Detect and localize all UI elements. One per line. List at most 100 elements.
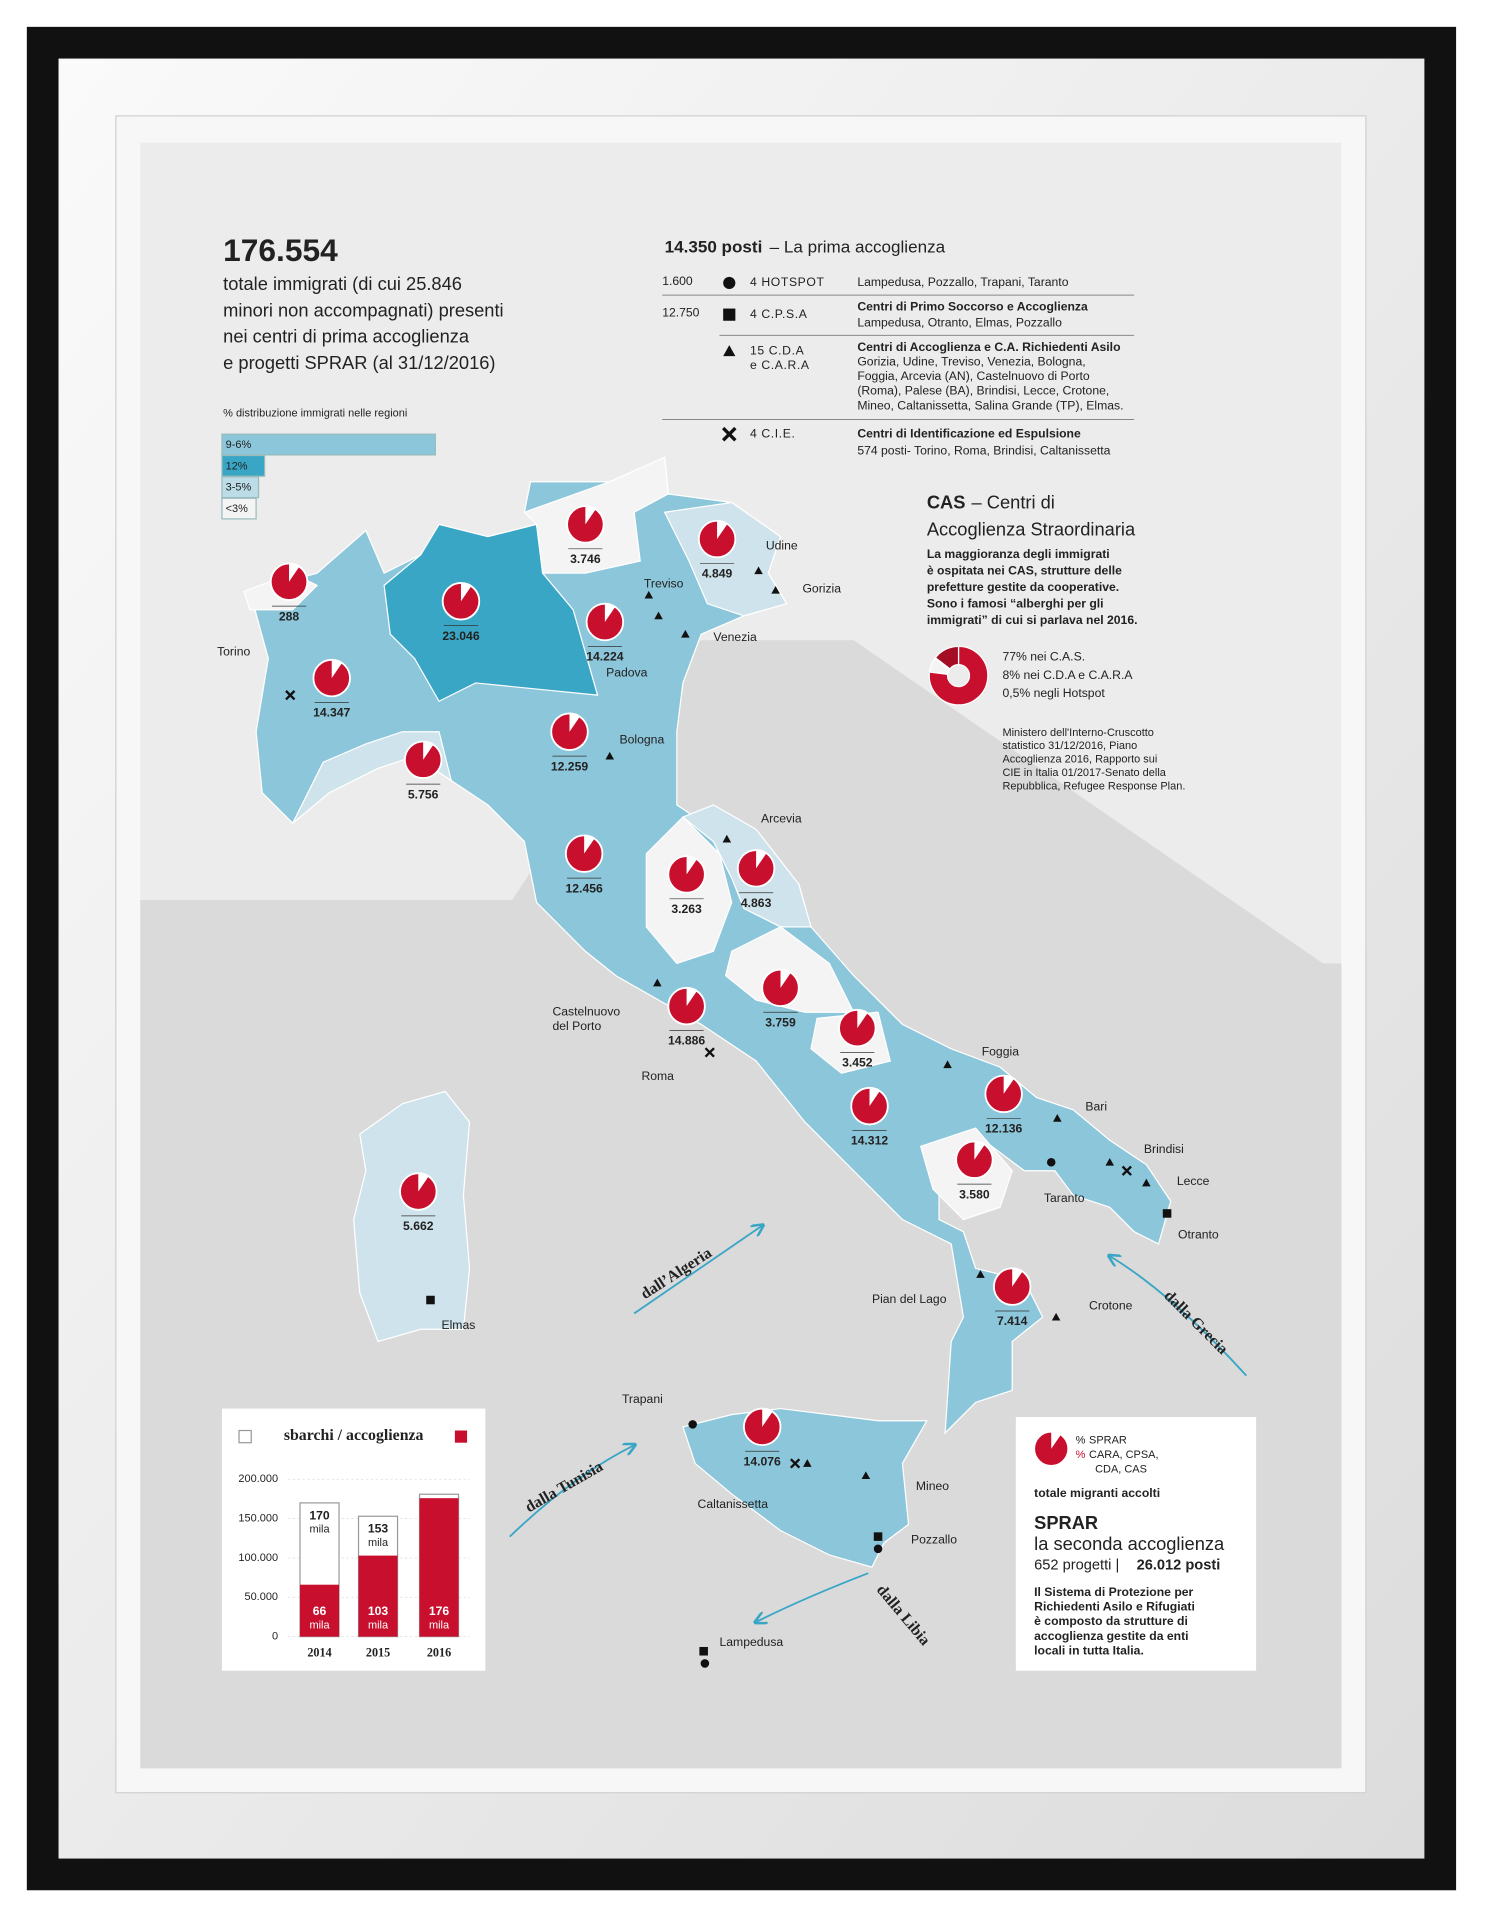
region-value: 3.580 — [959, 1187, 990, 1201]
region-pie-wedge — [857, 1009, 868, 1029]
city-label: Castelnuovo — [552, 1004, 620, 1018]
sprar-title: SPRAR — [1034, 1512, 1098, 1533]
value-label-part: mila — [368, 1537, 389, 1549]
route-arrow — [633, 1226, 762, 1315]
row-symbol — [723, 276, 736, 290]
city-marker — [285, 690, 296, 701]
subtitle-line: e progetti SPRAR (al 31/12/2016) — [223, 352, 495, 373]
x-tick-label: 2015 — [366, 1645, 390, 1659]
region-value: 5.756 — [408, 787, 439, 801]
region-value: 4.863 — [741, 896, 772, 910]
city-label: Pozzallo — [911, 1532, 957, 1546]
city-marker — [654, 611, 663, 620]
sprar-pie-wedge — [1051, 1431, 1061, 1449]
bar — [419, 1498, 459, 1637]
donut-segment — [928, 645, 989, 706]
city-label: Caltanissetta — [698, 1497, 769, 1511]
region-value: 12.456 — [566, 881, 603, 895]
city-label: Bari — [1085, 1100, 1107, 1114]
cas-desc: è ospitata nei CAS, strutture delle — [927, 564, 1122, 578]
region-pie-wedge — [331, 659, 343, 679]
city-label: Elmas — [441, 1318, 475, 1332]
region-pie-wedge — [1003, 1075, 1014, 1094]
city-label: Pian del Lago — [872, 1292, 947, 1306]
prima-heading-bold: 14.350 posti — [665, 237, 763, 256]
y-tick-label: 0 — [272, 1631, 278, 1643]
region-value: 12.259 — [551, 759, 588, 773]
cas-subtitle: – Centri di — [972, 492, 1055, 513]
region-value: 5.662 — [403, 1219, 434, 1233]
city-marker — [976, 1270, 985, 1278]
region-value: 288 — [279, 609, 300, 623]
region-abruzzo — [724, 926, 855, 1013]
row-symbol — [721, 426, 737, 442]
region-pie — [667, 855, 706, 894]
title: 176.554 — [223, 232, 338, 268]
region-pie-wedge — [585, 506, 596, 525]
subtitle-line: totale immigrati (di cui 25.846 — [223, 273, 462, 294]
legend-label: 9-6% — [226, 439, 252, 451]
source-line: Repubblica, Refugee Response Plan. — [1002, 781, 1185, 793]
city-marker — [653, 978, 662, 987]
cas-desc: Sono i famosi “alberghi per gli — [927, 597, 1104, 611]
y-tick-label: 200.000 — [238, 1473, 278, 1485]
legend-swatch — [221, 433, 436, 456]
sprar-legend-mark: % — [1076, 1449, 1086, 1461]
city-label: del Porto — [552, 1019, 601, 1033]
row-desc: Gorizia, Udine, Treviso, Venezia, Bologn… — [857, 354, 1085, 368]
value-label-part: 66 — [313, 1604, 327, 1618]
region-value: 12.136 — [985, 1122, 1022, 1136]
region-value: 14.224 — [586, 650, 623, 664]
city-marker — [1162, 1209, 1172, 1218]
y-tick-label: 150.000 — [238, 1513, 278, 1525]
region-pie-wedge — [762, 1408, 773, 1427]
sprar-legend: % SPRAR — [1076, 1434, 1127, 1446]
cas-desc: prefetture gestite da cooperative. — [927, 580, 1119, 594]
city-label: Padova — [606, 665, 648, 679]
value-label-part: mila — [309, 1620, 330, 1632]
sprar-desc: Il Sistema di Protezione per — [1034, 1585, 1193, 1599]
region-pie-wedge — [974, 1141, 985, 1160]
row-label: 4 C.P.S.A — [750, 307, 808, 321]
city-marker — [771, 586, 780, 594]
city-label: Trapani — [622, 1392, 663, 1406]
city-label: Roma — [641, 1069, 674, 1083]
row-label: 4 C.I.E. — [750, 426, 796, 440]
cas-stat: 0,5% negli Hotspot — [1002, 686, 1105, 700]
sardegna — [353, 1090, 471, 1343]
route-arrow — [1110, 1256, 1248, 1377]
value-label: 66 mila — [309, 1604, 330, 1631]
region-value: 14.347 — [313, 706, 350, 720]
bar — [358, 1555, 398, 1637]
city-label: Bologna — [620, 732, 665, 746]
city-label: Mineo — [916, 1479, 949, 1493]
legend-label: 3-5% — [226, 482, 252, 494]
region-pie-wedge — [780, 969, 791, 988]
row-desc: Mineo, Caltanissetta, Salina Grande (TP)… — [857, 398, 1123, 412]
city-label: Crotone — [1089, 1298, 1133, 1312]
sprar-projects: 652 progetti | — [1034, 1558, 1119, 1574]
source-line: statistico 31/12/2016, Piano — [1002, 740, 1137, 752]
source-line: Ministero dell'Interno-Cruscotto — [1002, 727, 1153, 739]
sprar-subtitle: la seconda accoglienza — [1034, 1533, 1225, 1554]
city-marker — [1053, 1114, 1062, 1122]
region-pie-wedge — [584, 835, 595, 854]
legend-swatch — [221, 497, 257, 520]
city-marker — [803, 1459, 812, 1467]
region-pie-wedge — [569, 713, 580, 732]
city-marker — [754, 566, 763, 575]
subtitle-line: nei centri di prima accoglienza — [223, 326, 470, 347]
source-line: Accoglienza 2016, Rapporto sui — [1002, 754, 1157, 766]
cas-desc: immigrati” di cui si parlava nel 2016. — [927, 613, 1138, 627]
city-marker — [426, 1295, 435, 1305]
sprar-legend-text: CARA, CPSA, — [1089, 1449, 1159, 1461]
region-pie — [667, 986, 706, 1026]
cas-title-bold: CAS — [927, 492, 966, 513]
sprar-posts: 26.012 posti — [1137, 1558, 1221, 1574]
region-pie — [441, 582, 481, 621]
x-tick-label: 2014 — [307, 1645, 331, 1659]
region-value: 3.759 — [765, 1015, 796, 1029]
sprar-desc: Richiedenti Asilo e Rifugiati — [1034, 1600, 1195, 1614]
region-pie-wedge — [869, 1087, 880, 1107]
